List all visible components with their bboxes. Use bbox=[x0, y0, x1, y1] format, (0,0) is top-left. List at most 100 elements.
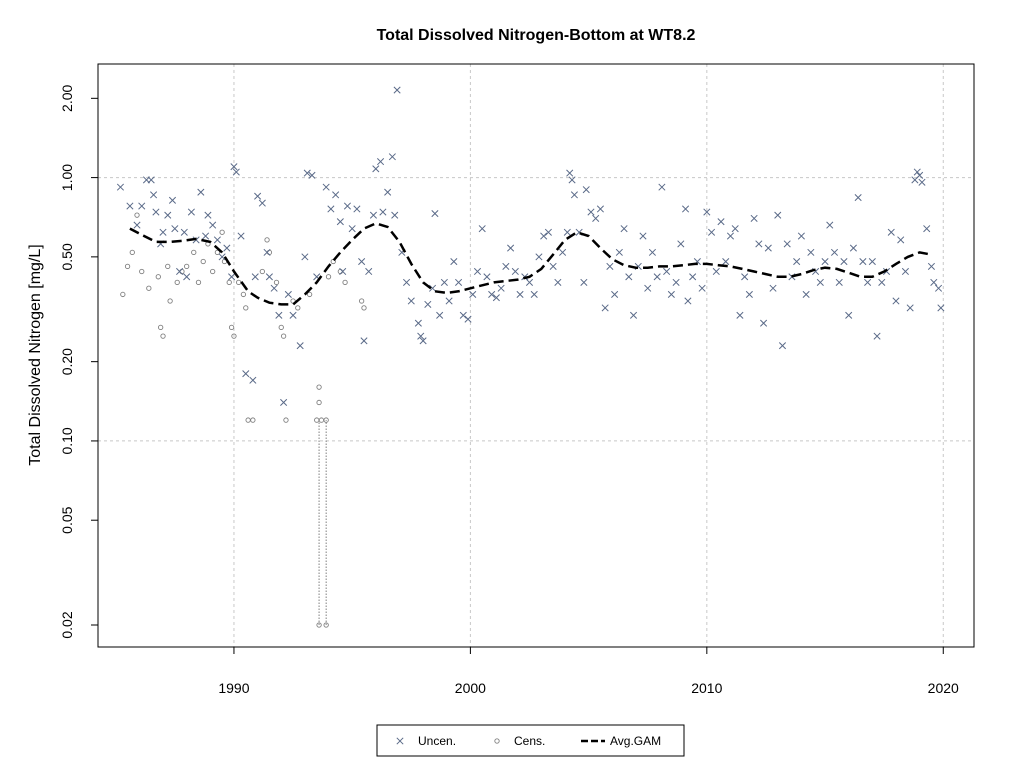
uncensored-point bbox=[741, 273, 749, 281]
uncensored-point bbox=[455, 278, 463, 286]
x-tick-label: 2020 bbox=[928, 680, 959, 696]
censored-point bbox=[139, 268, 145, 275]
legend-censored-marker bbox=[494, 738, 500, 744]
uncensored-point bbox=[150, 191, 158, 199]
uncensored-point bbox=[376, 158, 385, 166]
uncensored-point bbox=[388, 153, 396, 161]
censored-point bbox=[283, 417, 289, 423]
uncensored-point bbox=[703, 208, 711, 216]
uncensored-point bbox=[712, 267, 720, 276]
censored-point bbox=[323, 622, 329, 628]
censored-point bbox=[342, 279, 348, 286]
censored-point bbox=[295, 305, 301, 311]
uncensored-point bbox=[280, 398, 288, 407]
uncensored-point bbox=[180, 228, 188, 236]
uncensored-point bbox=[360, 337, 368, 345]
uncensored-point bbox=[549, 262, 557, 270]
censored-point bbox=[179, 268, 185, 275]
uncensored-point bbox=[478, 225, 486, 233]
censored-point bbox=[316, 399, 322, 406]
censored-point bbox=[219, 229, 225, 235]
uncensored-point bbox=[736, 311, 744, 319]
censored-point bbox=[358, 298, 365, 304]
uncensored-point bbox=[755, 240, 763, 248]
uncensored-point bbox=[778, 342, 787, 350]
uncensored-point bbox=[516, 290, 524, 298]
uncensored-point bbox=[906, 304, 914, 312]
uncensored-point bbox=[209, 221, 217, 229]
censored-point bbox=[325, 274, 332, 280]
uncensored-point bbox=[228, 273, 236, 281]
censored-point bbox=[184, 263, 190, 270]
uncensored-point bbox=[887, 228, 895, 236]
uncensored-point bbox=[629, 311, 638, 319]
censored-point bbox=[240, 291, 247, 298]
x-tick-label: 2010 bbox=[691, 680, 722, 696]
uncensored-point bbox=[301, 253, 309, 261]
y-tick-label: 0.05 bbox=[59, 506, 75, 533]
uncensored-point bbox=[369, 211, 378, 219]
uncensored-point bbox=[663, 267, 671, 276]
uncensored-point bbox=[653, 273, 661, 281]
uncensored-point bbox=[580, 278, 588, 286]
uncensored-point bbox=[873, 332, 881, 340]
uncensored-point bbox=[204, 211, 212, 219]
uncensored-point bbox=[147, 176, 155, 184]
uncensored-point bbox=[164, 211, 172, 219]
uncensored-point bbox=[658, 183, 666, 191]
uncensored-point bbox=[218, 253, 226, 261]
censored-point bbox=[259, 268, 265, 275]
uncensored-point bbox=[559, 248, 567, 256]
uncensored-point bbox=[507, 244, 515, 252]
grid-lines bbox=[98, 64, 974, 647]
uncensored-point bbox=[849, 244, 857, 252]
uncensored-point bbox=[544, 228, 552, 236]
uncensored-point bbox=[511, 267, 519, 276]
uncensored-point bbox=[483, 273, 491, 281]
censored-point bbox=[228, 324, 235, 330]
uncensored-point bbox=[417, 332, 425, 340]
censored-point bbox=[167, 298, 173, 304]
uncensored-point bbox=[525, 278, 534, 286]
uncensored-point bbox=[336, 218, 344, 226]
uncensored-point bbox=[868, 257, 876, 266]
uncensored-point bbox=[722, 257, 730, 266]
uncensored-point bbox=[535, 253, 543, 261]
legend: Uncen. Cens. Avg.GAM bbox=[376, 724, 685, 757]
uncensored-point bbox=[429, 284, 437, 292]
uncensored-point bbox=[648, 248, 656, 256]
uncensored-point bbox=[530, 290, 538, 298]
censored-point bbox=[243, 305, 249, 311]
uncensored-point bbox=[249, 376, 257, 384]
uncensored-point bbox=[802, 290, 810, 298]
uncensored-point bbox=[419, 337, 427, 345]
uncensored-point bbox=[407, 297, 415, 305]
uncensored-point bbox=[303, 169, 311, 177]
uncensored-point bbox=[563, 228, 571, 236]
data-points bbox=[116, 86, 945, 628]
uncensored-point bbox=[473, 267, 482, 276]
uncensored-point bbox=[159, 228, 167, 236]
uncensored-point bbox=[793, 257, 801, 266]
legend-uncensored-label: Uncen. bbox=[418, 734, 456, 748]
uncensored-point bbox=[937, 304, 945, 312]
uncensored-point bbox=[171, 225, 179, 233]
uncensored-point bbox=[379, 208, 387, 216]
y-tick-label: 0.10 bbox=[59, 427, 75, 454]
uncensored-point bbox=[540, 232, 548, 240]
uncensored-point bbox=[445, 297, 453, 305]
censored-point bbox=[155, 274, 161, 280]
y-tick-label: 0.50 bbox=[59, 243, 75, 270]
uncensored-point bbox=[764, 244, 772, 252]
uncensored-point bbox=[365, 267, 373, 276]
uncensored-point bbox=[892, 297, 900, 305]
legend-gam-label: Avg.GAM bbox=[610, 734, 661, 748]
uncensored-point bbox=[570, 191, 578, 199]
uncensored-point bbox=[923, 225, 931, 233]
uncensored-point bbox=[187, 208, 195, 216]
uncensored-point bbox=[339, 267, 347, 276]
censored-point bbox=[316, 622, 322, 628]
uncensored-point bbox=[492, 294, 500, 302]
uncensored-point bbox=[223, 244, 231, 252]
censored-point bbox=[226, 279, 232, 286]
